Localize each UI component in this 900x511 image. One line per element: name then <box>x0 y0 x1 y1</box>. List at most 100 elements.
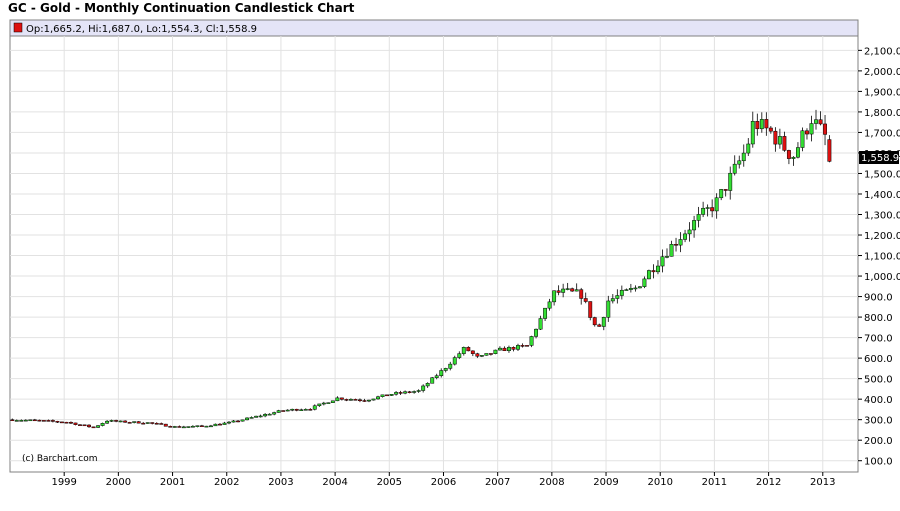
candle-body <box>190 425 195 428</box>
candle-body <box>14 420 19 422</box>
candle-body <box>348 399 353 401</box>
y-tick-label: 700.0 <box>864 334 893 345</box>
candle-body <box>583 298 588 302</box>
candle-body <box>208 425 213 428</box>
candle-body <box>118 420 123 423</box>
candle-body <box>303 409 308 411</box>
last-price-badge <box>859 151 899 164</box>
candle-body <box>358 399 362 402</box>
candle-body <box>457 353 462 358</box>
chart-title: GC - Gold - Monthly Continuation Candles… <box>8 1 355 15</box>
x-tick-label: 2004 <box>322 477 347 488</box>
candle-body <box>199 425 204 427</box>
candle-body <box>732 163 737 174</box>
candle-body <box>660 256 665 267</box>
candle-body <box>412 391 417 393</box>
candle-body <box>656 265 660 273</box>
candle-body <box>592 317 597 326</box>
candle-body <box>470 350 475 354</box>
x-tick-label: 2009 <box>593 477 618 488</box>
y-tick-label: 500.0 <box>864 375 893 386</box>
candle-body <box>507 347 511 352</box>
y-tick-label: 100.0 <box>864 457 893 468</box>
candle-body <box>245 417 250 421</box>
candle-body <box>556 290 561 293</box>
candle-body <box>362 400 367 402</box>
candle-body <box>407 391 412 393</box>
candle-body <box>511 347 516 350</box>
ohlc-marker-icon <box>13 22 23 33</box>
candle-body <box>308 409 313 411</box>
y-tick-label: 1,900.0 <box>864 87 900 98</box>
candle-body <box>177 426 182 428</box>
candle-body <box>529 336 534 346</box>
y-tick-label: 600.0 <box>864 354 893 365</box>
candle-body <box>267 413 272 416</box>
candle-body <box>823 123 827 135</box>
candle-body <box>141 422 146 425</box>
candle-body <box>800 130 805 148</box>
candle-body <box>601 317 606 327</box>
candle-body <box>475 353 480 357</box>
candle-body <box>353 399 358 401</box>
candle-body <box>87 424 91 428</box>
candle-body <box>683 233 688 240</box>
y-tick-label: 1,700.0 <box>864 128 900 139</box>
candle-body <box>37 419 42 422</box>
candle-body <box>570 288 575 292</box>
candle-body <box>534 328 538 337</box>
candle-body <box>561 288 566 293</box>
grid <box>10 36 858 472</box>
candle-body <box>439 370 444 376</box>
candle-body <box>484 353 489 356</box>
candle-body <box>768 127 773 132</box>
candle-body <box>204 425 209 428</box>
ohlc-readout: Op:1,665.2, Hi:1,687.0, Lo:1,554.3, Cl:1… <box>26 24 257 35</box>
candle-body <box>186 426 191 428</box>
candle-body <box>755 121 760 130</box>
candle-body <box>714 197 719 212</box>
candle-body <box>69 422 73 424</box>
y-tick-label: 800.0 <box>864 313 893 324</box>
candle-body <box>525 345 529 347</box>
candle-body <box>642 278 647 287</box>
y-tick-label: 2,000.0 <box>864 67 900 78</box>
candle-body <box>50 420 55 422</box>
y-tick-label: 2,100.0 <box>864 46 900 57</box>
candle-body <box>317 403 322 407</box>
candle-body <box>394 392 399 395</box>
ohlc-header-bar <box>9 19 859 37</box>
candle-body <box>145 422 150 424</box>
candle-body <box>434 375 439 378</box>
candle-body <box>371 398 376 401</box>
candle-body <box>150 422 155 424</box>
candle-body <box>796 147 800 158</box>
y-axis: 100.0 200.0 300.0 400.0 500.0 600.0 700.0 800.0… <box>858 46 900 468</box>
candle-body <box>615 295 620 299</box>
y-tick-label: 1,300.0 <box>864 211 900 222</box>
candle-body <box>109 420 114 422</box>
candle-body <box>637 286 642 289</box>
x-tick-label: 2005 <box>377 477 402 488</box>
candle-body <box>339 397 344 400</box>
y-tick-label: 1,400.0 <box>864 190 900 201</box>
candle-body <box>665 256 669 258</box>
candle-body <box>430 377 435 384</box>
candle-body <box>168 426 173 428</box>
candle-body <box>678 239 683 246</box>
candle-body <box>181 426 186 429</box>
candle-body <box>132 421 137 423</box>
candle-body <box>461 347 466 354</box>
candle-body <box>786 150 791 159</box>
plot-background <box>9 19 859 473</box>
y-tick-label: 1,500.0 <box>864 169 900 180</box>
candle-body <box>73 422 78 425</box>
candle-body <box>479 355 484 357</box>
candle-body <box>403 391 408 394</box>
candle-body <box>299 409 304 411</box>
candle-body <box>421 385 426 391</box>
candle-body <box>723 189 728 191</box>
candle-body <box>827 139 832 162</box>
y-tick-label: 200.0 <box>864 436 893 447</box>
candle-body <box>78 424 82 426</box>
